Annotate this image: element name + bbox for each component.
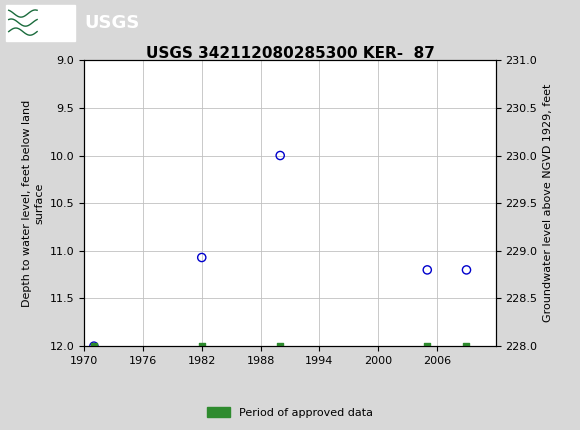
Point [423, 343, 432, 350]
Point [89, 343, 99, 350]
Text: USGS: USGS [84, 14, 139, 31]
Point [276, 152, 285, 159]
Y-axis label: Depth to water level, feet below land
surface: Depth to water level, feet below land su… [23, 100, 44, 307]
Bar [6, 4, 75, 41]
Point [462, 343, 471, 350]
Point [197, 254, 206, 261]
Text: USGS 342112080285300 KER-  87: USGS 342112080285300 KER- 87 [146, 46, 434, 61]
Point [197, 343, 206, 350]
Point [423, 267, 432, 273]
Y-axis label: Groundwater level above NGVD 1929, feet: Groundwater level above NGVD 1929, feet [543, 84, 553, 322]
Legend: Period of approved data: Period of approved data [203, 403, 377, 422]
Point [276, 343, 285, 350]
Point [462, 267, 471, 273]
Point [89, 343, 99, 350]
